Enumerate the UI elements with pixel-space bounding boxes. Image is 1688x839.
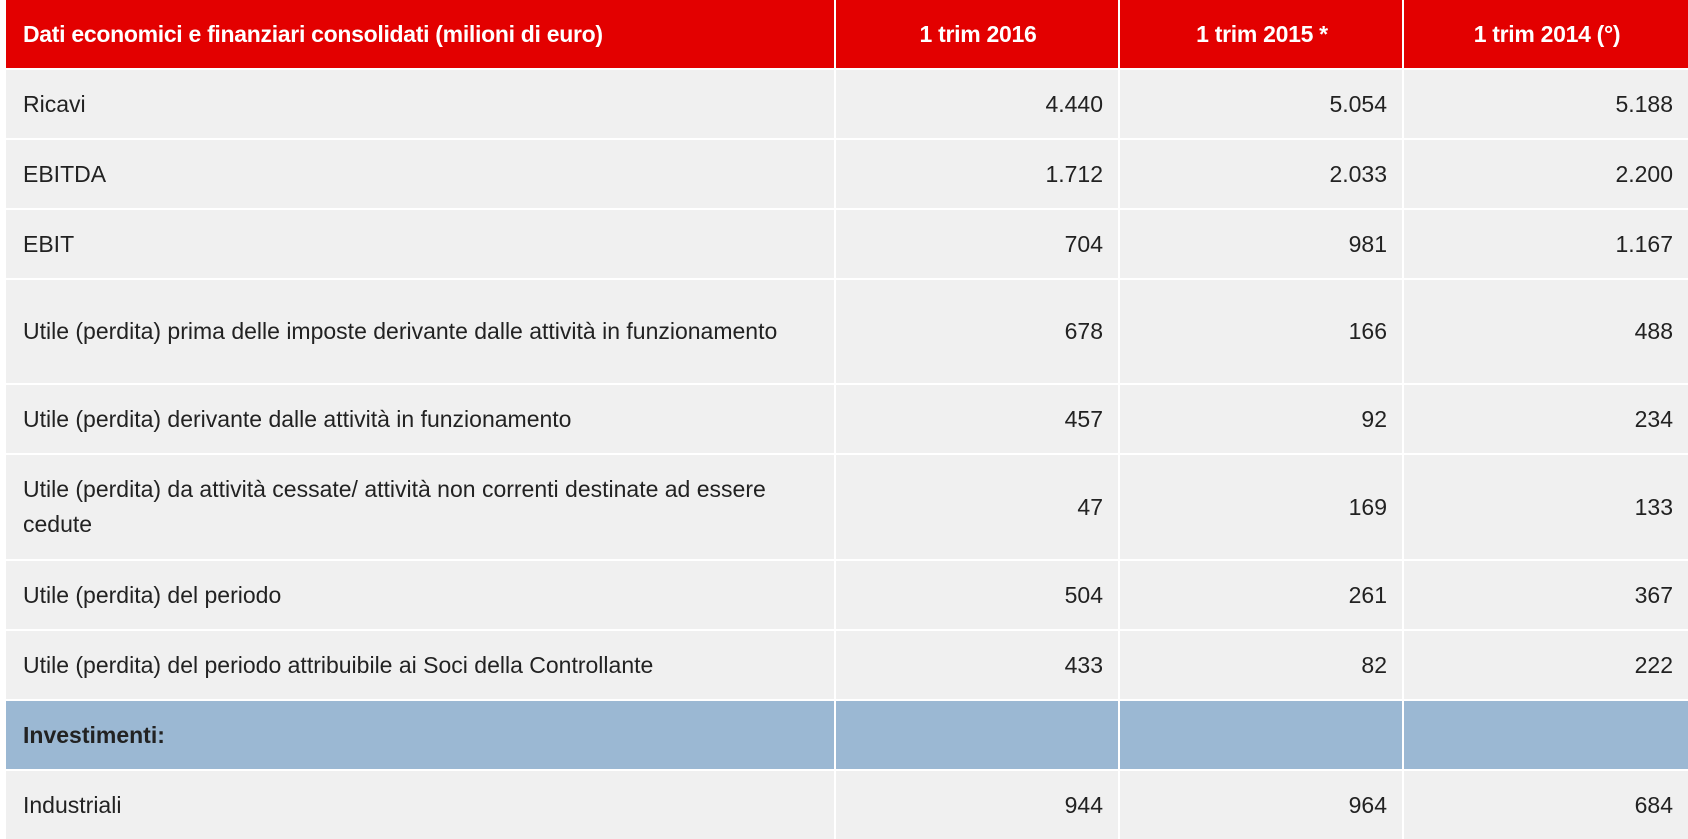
financial-data-table: Dati economici e finanziari consolidati …: [6, 0, 1688, 839]
cell-q1-2016: 457: [835, 383, 1120, 454]
cell-q1-2015: [1119, 699, 1404, 770]
table-header-row: Dati economici e finanziari consolidati …: [6, 0, 1688, 69]
cell-q1-2016: [835, 699, 1120, 770]
cell-q1-2016: 504: [835, 559, 1120, 630]
cell-q1-2016: 433: [835, 629, 1120, 700]
table-row-utile-periodo: Utile (perdita) del periodo 504 261 367: [6, 559, 1688, 630]
cell-q1-2014: 2.200: [1403, 138, 1688, 209]
cell-q1-2016: 944: [835, 769, 1120, 839]
cell-q1-2015: 5.054: [1119, 68, 1404, 139]
table-row-ricavi: Ricavi 4.440 5.054 5.188: [6, 68, 1688, 139]
row-label: Ricavi: [6, 68, 836, 139]
table-row-ebitda: EBITDA 1.712 2.033 2.200: [6, 138, 1688, 209]
table-row-utile-soci-controllante: Utile (perdita) del periodo attribuibile…: [6, 629, 1688, 700]
cell-q1-2014: 367: [1403, 559, 1688, 630]
cell-q1-2014: 133: [1403, 453, 1688, 560]
cell-q1-2016: 4.440: [835, 68, 1120, 139]
financial-table-container: Dati economici e finanziari consolidati …: [6, 0, 1688, 839]
cell-q1-2014: [1403, 699, 1688, 770]
column-header-description: Dati economici e finanziari consolidati …: [6, 0, 836, 69]
row-label: Utile (perdita) derivante dalle attività…: [6, 383, 836, 454]
cell-q1-2015: 169: [1119, 453, 1404, 560]
row-label: Industriali: [6, 769, 836, 839]
cell-q1-2015: 981: [1119, 208, 1404, 279]
column-header-q1-2016: 1 trim 2016: [835, 0, 1120, 69]
column-header-q1-2014: 1 trim 2014 (°): [1403, 0, 1688, 69]
cell-q1-2015: 964: [1119, 769, 1404, 839]
row-label: Utile (perdita) del periodo attribuibile…: [6, 629, 836, 700]
cell-q1-2015: 261: [1119, 559, 1404, 630]
cell-q1-2016: 678: [835, 278, 1120, 384]
row-label: EBIT: [6, 208, 836, 279]
table-row-ebit: EBIT 704 981 1.167: [6, 208, 1688, 279]
cell-q1-2014: 222: [1403, 629, 1688, 700]
table-row-industriali: Industriali 944 964 684: [6, 769, 1688, 839]
table-section-investimenti: Investimenti:: [6, 699, 1688, 770]
cell-q1-2014: 1.167: [1403, 208, 1688, 279]
row-label: Utile (perdita) del periodo: [6, 559, 836, 630]
row-label: Utile (perdita) da attività cessate/ att…: [6, 453, 836, 560]
row-label: EBITDA: [6, 138, 836, 209]
table-row-utile-attivita-funzionamento: Utile (perdita) derivante dalle attività…: [6, 383, 1688, 454]
cell-q1-2014: 684: [1403, 769, 1688, 839]
table-row-utile-attivita-cessate: Utile (perdita) da attività cessate/ att…: [6, 453, 1688, 560]
table-row-utile-prima-imposte: Utile (perdita) prima delle imposte deri…: [6, 278, 1688, 384]
cell-q1-2014: 234: [1403, 383, 1688, 454]
cell-q1-2015: 2.033: [1119, 138, 1404, 209]
section-label: Investimenti:: [6, 699, 836, 770]
cell-q1-2016: 1.712: [835, 138, 1120, 209]
column-header-q1-2015: 1 trim 2015 *: [1119, 0, 1404, 69]
cell-q1-2015: 82: [1119, 629, 1404, 700]
cell-q1-2014: 5.188: [1403, 68, 1688, 139]
cell-q1-2015: 166: [1119, 278, 1404, 384]
cell-q1-2014: 488: [1403, 278, 1688, 384]
cell-q1-2015: 92: [1119, 383, 1404, 454]
row-label: Utile (perdita) prima delle imposte deri…: [6, 278, 836, 384]
cell-q1-2016: 47: [835, 453, 1120, 560]
cell-q1-2016: 704: [835, 208, 1120, 279]
